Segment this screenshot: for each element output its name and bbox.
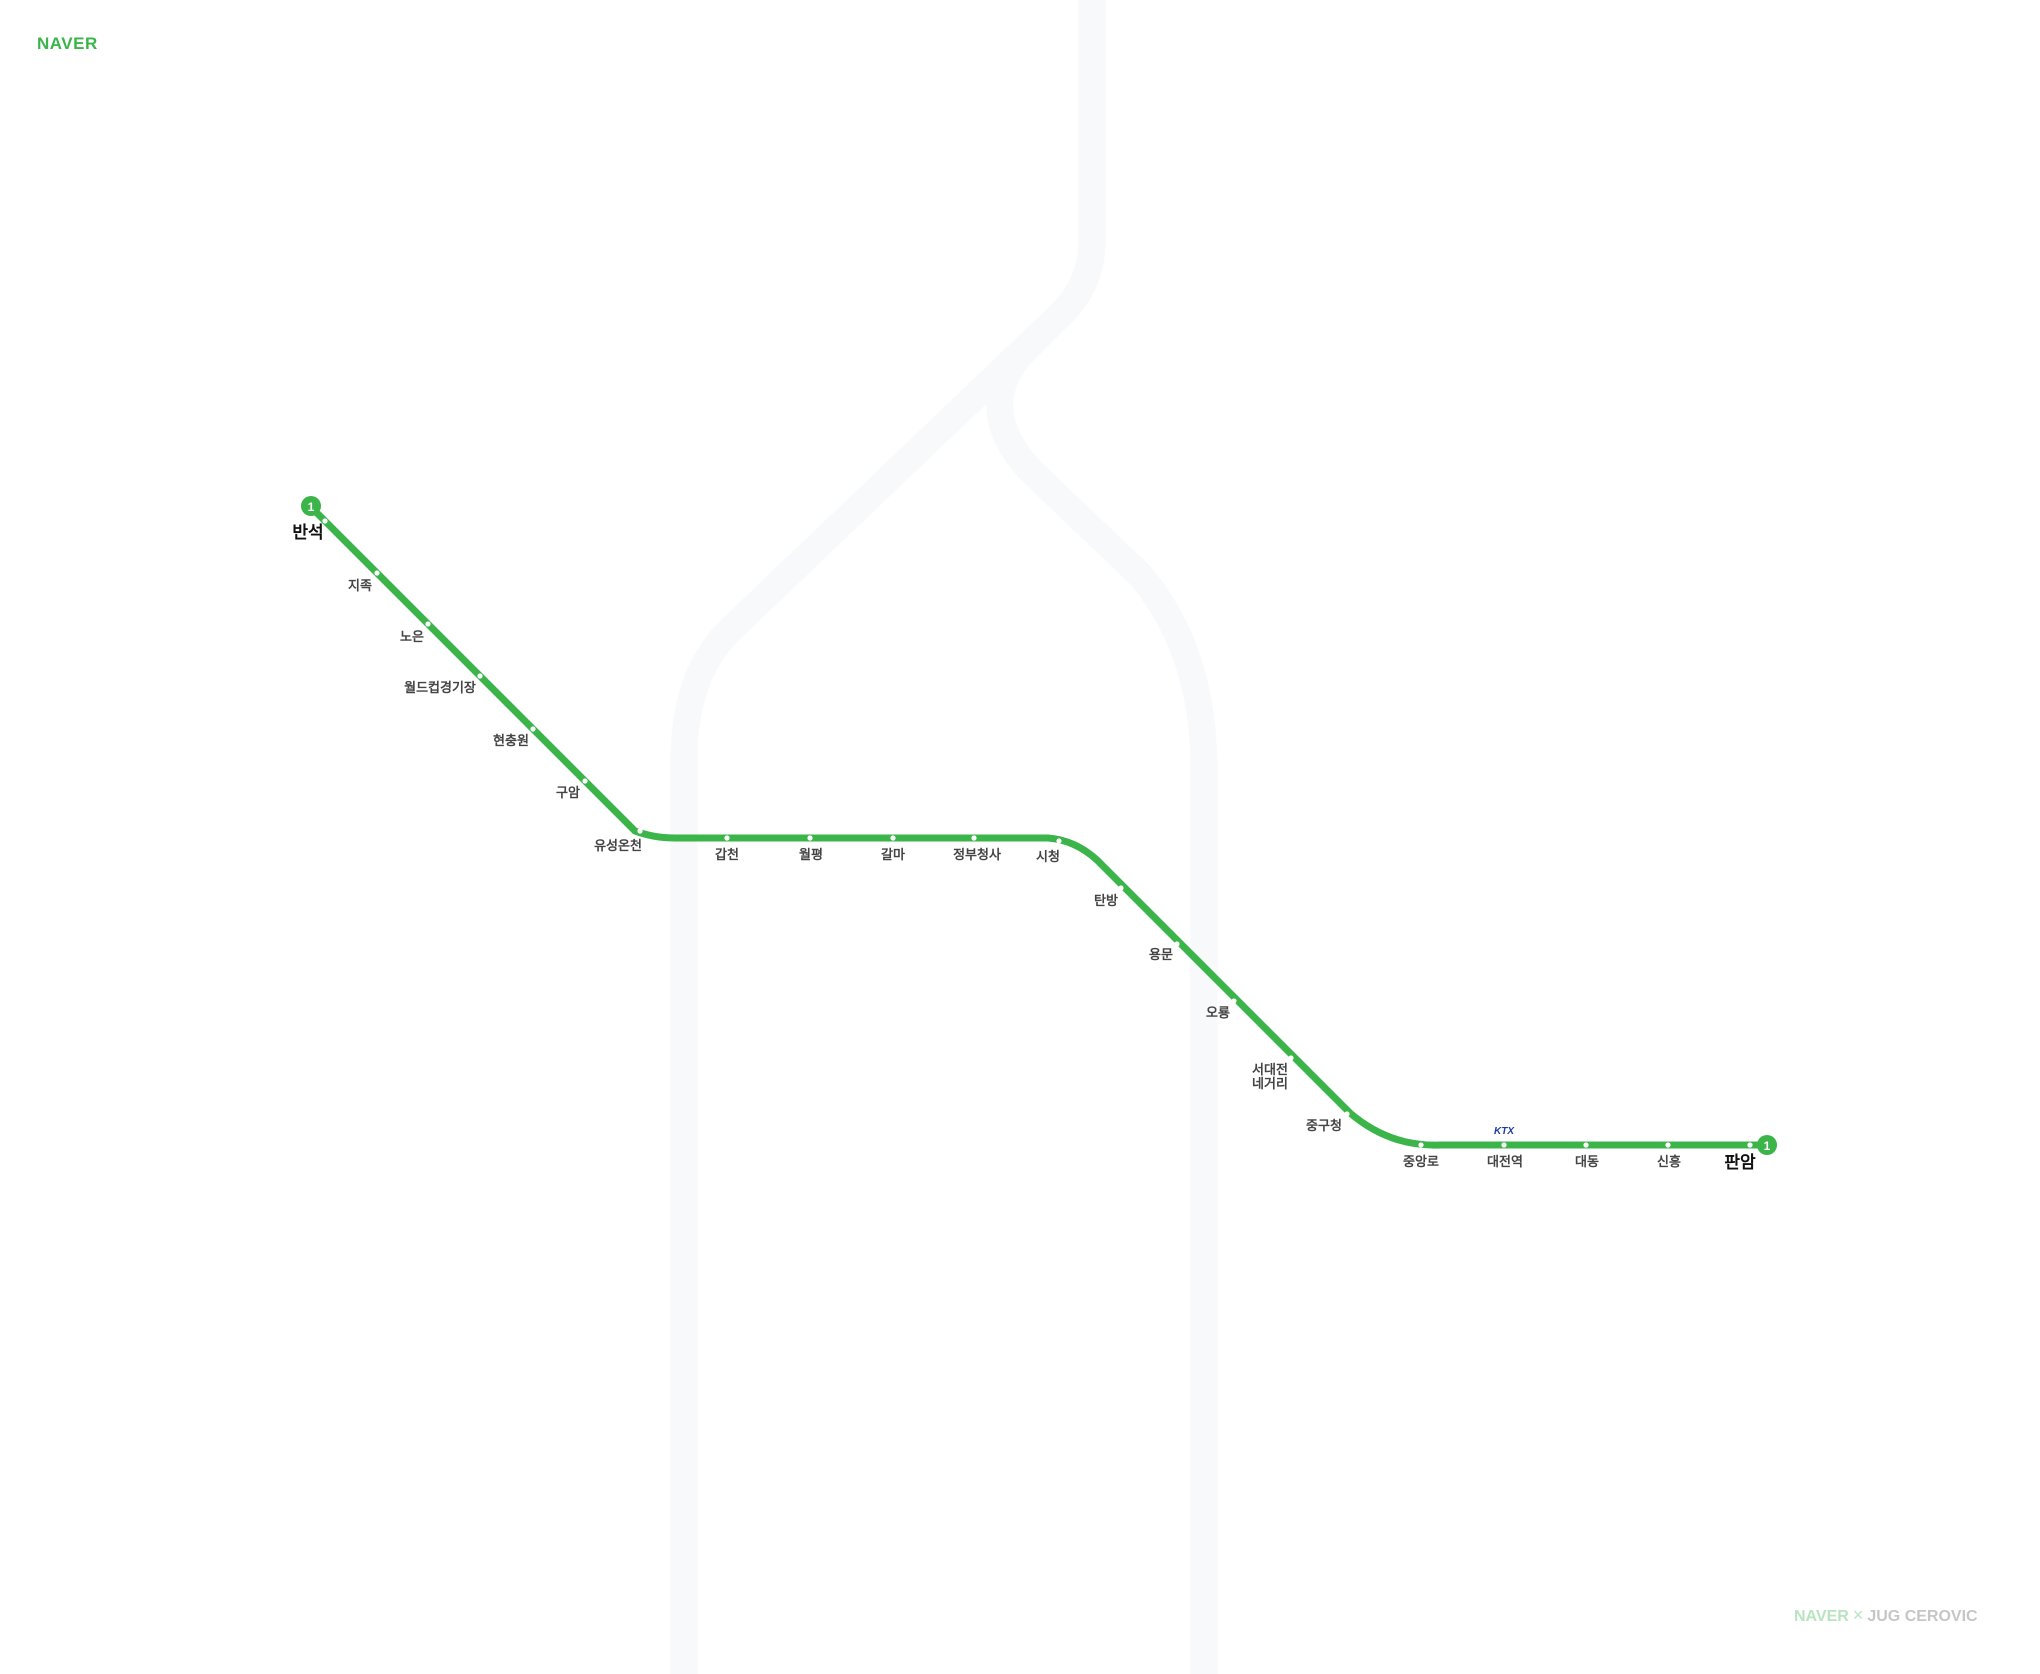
station-label-cityhall[interactable]: 시청 [1036, 849, 1060, 865]
credit-separator: × [1852, 1605, 1864, 1625]
station-dot-government[interactable] [971, 835, 977, 841]
station-dots [322, 518, 1753, 1148]
station-dot-junggucheong[interactable] [1344, 1111, 1350, 1117]
station-label-seodaejeon[interactable]: 서대전 네거리 [1252, 1062, 1288, 1092]
station-dot-sinheung[interactable] [1665, 1142, 1671, 1148]
station-label-daedong[interactable]: 대동 [1575, 1155, 1599, 1170]
station-label-hyeonchungwon[interactable]: 현충원 [493, 733, 529, 749]
credit-author: JUG CEROVIC [1867, 1608, 1978, 1625]
station-dot-yongmun[interactable] [1174, 941, 1180, 947]
line-badge-circle [1757, 1135, 1777, 1155]
station-label-yongmun[interactable]: 용문 [1149, 947, 1173, 963]
station-label-government[interactable]: 정부청사 [953, 847, 1001, 863]
station-label-junggucheong[interactable]: 중구청 [1306, 1118, 1342, 1134]
station-label-daejeon[interactable]: 대전역 [1487, 1154, 1523, 1170]
station-label-worldcup[interactable]: 월드컵경기장 [404, 680, 476, 696]
station-label-line: 네거리 [1252, 1076, 1288, 1092]
station-label-line: 서대전 [1252, 1062, 1288, 1078]
station-dot-hyeonchungwon[interactable] [530, 726, 536, 732]
station-label-jijok[interactable]: 지족 [348, 579, 372, 594]
station-label-sinheung[interactable]: 신흥 [1657, 1154, 1681, 1170]
line-badge-start: 1 [301, 496, 321, 516]
credit-naver: NAVER [1794, 1608, 1849, 1625]
station-dot-banseok[interactable] [322, 518, 328, 524]
station-dot-worldcup[interactable] [477, 673, 483, 679]
line-badges: 1 1 [301, 496, 1777, 1155]
station-dot-seodaejeon[interactable] [1288, 1055, 1294, 1061]
station-dot-galma[interactable] [890, 835, 896, 841]
station-dot-guam[interactable] [582, 778, 588, 784]
line-badge-number: 1 [308, 500, 315, 514]
station-dot-tanbang[interactable] [1118, 885, 1124, 891]
line-badge-circle [301, 496, 321, 516]
line-1-route [307, 503, 1764, 1149]
background-routes [670, 0, 1218, 1674]
station-label-wolpyeong[interactable]: 월평 [799, 847, 823, 863]
naver-logo: NAVER [37, 34, 98, 53]
ktx-icon: KTX [1494, 1126, 1515, 1137]
station-label-oryong[interactable]: 오룡 [1206, 1006, 1230, 1021]
station-dot-gapcheon[interactable] [724, 835, 730, 841]
station-label-gapcheon[interactable]: 갑천 [715, 847, 739, 863]
station-dot-daejeon[interactable] [1501, 1142, 1507, 1148]
station-label-banseok[interactable]: 반석 [292, 523, 323, 543]
station-dot-noeun[interactable] [425, 621, 431, 627]
station-dot-yuseong[interactable] [637, 828, 643, 834]
station-label-yuseong[interactable]: 유성온천 [594, 839, 642, 854]
station-dot-daedong[interactable] [1583, 1142, 1589, 1148]
ktx-transfer-badge: KTX [1494, 1126, 1515, 1137]
line-badge-end: 1 [1757, 1135, 1777, 1155]
station-dot-panam[interactable] [1747, 1142, 1753, 1148]
station-dot-jungangno[interactable] [1418, 1142, 1424, 1148]
station-label-tanbang[interactable]: 탄방 [1094, 893, 1118, 909]
station-label-guam[interactable]: 구암 [556, 785, 580, 801]
line-badge-number: 1 [1764, 1139, 1771, 1153]
station-dot-cityhall[interactable] [1056, 838, 1062, 844]
station-dot-oryong[interactable] [1231, 998, 1237, 1004]
station-label-noeun[interactable]: 노은 [400, 630, 424, 645]
background-route-right [986, 239, 1218, 1674]
station-dot-jijok[interactable] [374, 570, 380, 576]
station-dot-wolpyeong[interactable] [807, 835, 813, 841]
station-label-panam[interactable]: 판암 [1724, 1153, 1756, 1173]
station-label-galma[interactable]: 갈마 [881, 847, 905, 863]
station-label-jungangno[interactable]: 중앙로 [1403, 1154, 1439, 1170]
credit-footer: NAVER × JUG CEROVIC [1794, 1605, 1978, 1626]
